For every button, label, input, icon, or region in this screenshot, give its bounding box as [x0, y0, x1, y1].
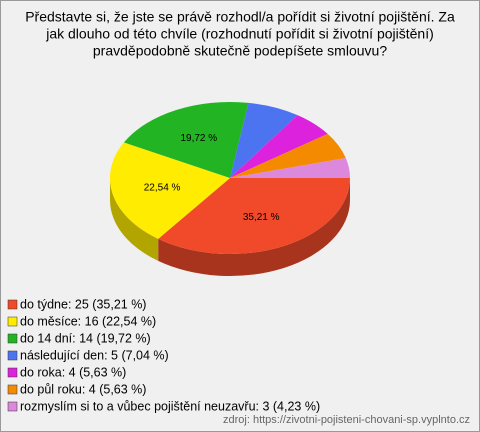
legend-swatch: [7, 401, 18, 412]
legend-label: rozmyslím si to a vůbec pojištění neuzav…: [20, 399, 320, 413]
slice-label: 22,54 %: [144, 182, 181, 193]
legend-swatch: [7, 384, 18, 395]
slice: [230, 133, 346, 178]
slice: [230, 102, 298, 178]
legend-swatch: [7, 299, 18, 310]
chart-title: pravděpodobně skutečně podepíšete smlouv…: [93, 43, 387, 59]
legend-label: do 14 dní: 14 (19,72 %): [20, 331, 151, 345]
slice: [230, 115, 328, 178]
slice-label: 35,21 %: [243, 212, 280, 223]
chart-title: jak dlouho od této chvíle (rozhodnutí po…: [45, 26, 434, 42]
legend-swatch: [7, 367, 18, 378]
legend-label: do půl roku: 4 (5,63 %): [20, 382, 146, 396]
legend-label: následující den: 5 (7,04 %): [20, 348, 169, 362]
legend-swatch: [7, 350, 18, 361]
slice-label: 19,72 %: [180, 133, 217, 144]
legend-label: do roka: 4 (5,63 %): [20, 365, 126, 379]
slice-side: [158, 178, 350, 276]
chart-title: Představte si, že jste se právě rozhodl/…: [25, 9, 455, 25]
legend-label: do týdne: 25 (35,21 %): [20, 297, 146, 311]
slice: [123, 101, 249, 178]
legend-swatch: [7, 316, 18, 327]
legend-label: do měsíce: 16 (22,54 %): [20, 314, 156, 328]
source: zdroj: https://zivotni-pojisteni-chovani…: [223, 414, 470, 426]
slice: [158, 178, 350, 255]
slice: [230, 158, 350, 178]
slice-side: [110, 178, 159, 261]
slice: [110, 142, 230, 239]
legend-swatch: [7, 333, 18, 344]
